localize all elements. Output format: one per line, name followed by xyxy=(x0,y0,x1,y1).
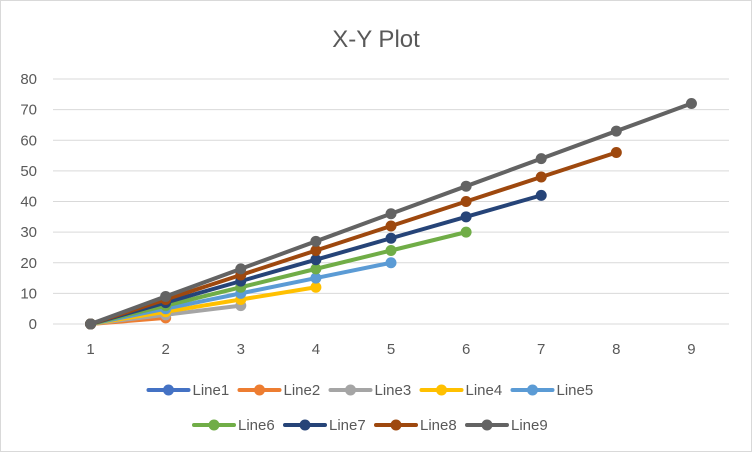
legend-swatch-marker xyxy=(254,384,265,396)
legend-label: Line8 xyxy=(420,417,457,434)
data-point xyxy=(610,125,622,137)
y-tick-label: 0 xyxy=(29,316,37,333)
y-tick-label: 10 xyxy=(20,285,37,302)
legend-swatch-marker xyxy=(390,419,402,431)
data-point xyxy=(535,171,547,183)
data-point xyxy=(85,318,97,330)
data-point xyxy=(385,245,397,256)
y-tick-label: 20 xyxy=(20,255,37,272)
data-point xyxy=(610,147,622,158)
data-point xyxy=(310,263,322,275)
data-point xyxy=(385,232,397,244)
data-point xyxy=(385,257,397,269)
legend-item-line4: Line4 xyxy=(419,382,503,399)
legend-label: Line3 xyxy=(375,382,412,399)
data-point xyxy=(460,196,472,207)
series-line xyxy=(88,230,469,326)
legend-swatch-marker xyxy=(436,384,447,396)
y-tick-label: 50 xyxy=(20,163,37,180)
legend-item-line6: Line6 xyxy=(192,417,275,434)
legend-swatch-marker xyxy=(345,384,356,396)
x-tick-label: 3 xyxy=(237,341,245,358)
data-point xyxy=(310,272,322,284)
data-point xyxy=(460,180,472,192)
x-tick-label: 6 xyxy=(462,341,470,358)
legend-label: Line4 xyxy=(466,382,503,399)
legend-label: Line7 xyxy=(329,417,366,434)
x-tick-label: 8 xyxy=(612,341,620,358)
legend-swatch-marker xyxy=(527,384,538,396)
data-point xyxy=(385,208,397,220)
legend-item-line9: Line9 xyxy=(465,417,548,434)
data-point xyxy=(385,220,397,232)
legend-label: Line6 xyxy=(238,417,275,434)
legend-label: Line2 xyxy=(284,382,321,399)
chart-title: X-Y Plot xyxy=(332,26,420,53)
data-point xyxy=(310,281,322,293)
x-tick-label: 9 xyxy=(687,341,695,358)
y-tick-label: 70 xyxy=(20,102,37,119)
x-tick-label: 5 xyxy=(387,341,395,358)
data-point xyxy=(310,235,322,247)
legend-swatch-marker xyxy=(481,419,493,431)
series-lines xyxy=(85,98,697,330)
legend-item-line5: Line5 xyxy=(510,382,594,399)
series-line9 xyxy=(85,98,697,330)
data-point xyxy=(535,189,547,201)
legend: Line1 Line2 Line3 Line4 Line5 Line6 Line7 Line8… xyxy=(146,382,594,434)
x-tick-label: 7 xyxy=(537,341,545,358)
legend-swatch-marker xyxy=(299,419,311,431)
x-tick-label: 1 xyxy=(86,341,94,358)
y-axis-ticks: 0 10 20 30 40 50 60 70 80 xyxy=(20,71,37,333)
legend-swatch-marker xyxy=(163,384,174,396)
data-point xyxy=(685,98,697,109)
legend-item-line1: Line1 xyxy=(146,382,230,399)
legend-label: Line9 xyxy=(511,417,548,434)
data-point xyxy=(460,226,472,238)
legend-label: Line5 xyxy=(557,382,594,399)
legend-item-line3: Line3 xyxy=(328,382,412,399)
series-line8 xyxy=(85,147,622,330)
y-tick-label: 40 xyxy=(20,194,37,211)
data-point xyxy=(235,263,247,275)
data-point xyxy=(310,245,322,256)
series-line xyxy=(88,150,619,326)
data-point xyxy=(460,211,472,223)
gridlines xyxy=(53,78,729,325)
y-tick-label: 80 xyxy=(20,71,37,88)
y-tick-label: 30 xyxy=(20,224,37,241)
legend-swatch-marker xyxy=(208,419,220,431)
data-point xyxy=(160,290,172,302)
x-tick-label: 4 xyxy=(312,341,320,358)
x-tick-label: 2 xyxy=(161,341,169,358)
y-tick-label: 60 xyxy=(20,132,37,149)
legend-label: Line1 xyxy=(193,382,230,399)
legend-item-line8: Line8 xyxy=(374,417,457,434)
data-point xyxy=(535,153,547,165)
legend-item-line7: Line7 xyxy=(283,417,366,434)
data-point xyxy=(310,254,322,266)
x-axis-ticks: 1 2 3 4 5 6 7 8 9 xyxy=(86,341,695,358)
legend-item-line2: Line2 xyxy=(237,382,321,399)
